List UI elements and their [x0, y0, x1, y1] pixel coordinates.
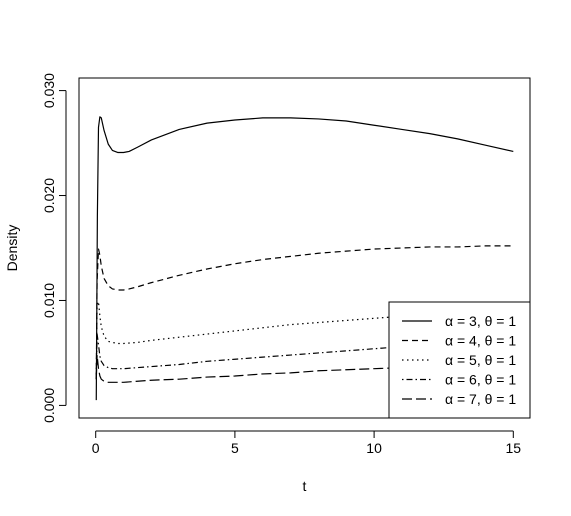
legend-label: α = 6, θ = 1 [445, 372, 516, 388]
legend-label: α = 7, θ = 1 [445, 391, 516, 407]
y-tick-label: 0.000 [41, 388, 57, 423]
legend-label: α = 4, θ = 1 [445, 333, 516, 349]
series-line-2 [95, 245, 514, 380]
x-tick-label: 0 [92, 440, 100, 456]
x-tick-label: 10 [366, 440, 382, 456]
y-axis: 0.000 0.010 0.020 0.030 [41, 73, 67, 423]
x-tick-label: 5 [231, 440, 239, 456]
x-axis-label: t [303, 478, 307, 494]
legend: α = 3, θ = 1 α = 4, θ = 1 α = 5, θ = 1 α = … [388, 301, 531, 419]
y-tick-label: 0.010 [41, 283, 57, 318]
series-line-1 [95, 116, 514, 401]
legend-label: α = 3, θ = 1 [445, 313, 516, 329]
x-axis: 0 5 10 15 [92, 430, 522, 456]
y-tick-label: 0.020 [41, 178, 57, 213]
series-line-4 [95, 333, 514, 380]
legend-label: α = 5, θ = 1 [445, 352, 516, 368]
x-tick-label: 15 [506, 440, 522, 456]
y-tick-label: 0.030 [41, 73, 57, 108]
plot-frame [78, 77, 531, 419]
y-axis-label: Density [4, 225, 20, 272]
